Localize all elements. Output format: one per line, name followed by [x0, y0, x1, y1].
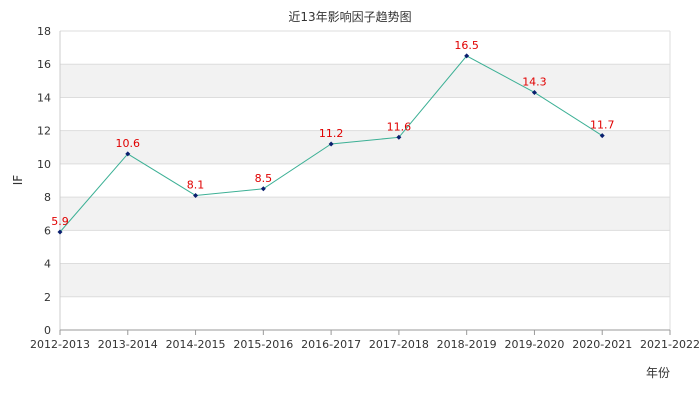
grid-band: [60, 197, 670, 231]
data-label: 11.6: [387, 120, 412, 133]
y-tick-label: 16: [37, 58, 51, 71]
axes: [59, 31, 671, 335]
x-tick-label: 2017-2018: [369, 338, 429, 351]
y-tick-label: 0: [44, 324, 51, 337]
data-point: [396, 134, 402, 140]
grid-band: [60, 130, 670, 164]
data-point: [464, 53, 470, 59]
x-tick-label: 2018-2019: [437, 338, 497, 351]
x-tick-label: 2014-2015: [166, 338, 226, 351]
data-label: 8.5: [255, 172, 273, 185]
y-tick-labels: 0 2 4 6 8 10 12 14 16 18: [37, 25, 51, 337]
y-tick-label: 4: [44, 258, 51, 271]
data-label: 16.5: [454, 39, 479, 52]
grid-band: [60, 64, 670, 98]
data-label: 11.7: [590, 119, 615, 132]
chart-title: 近13年影响因子趋势图: [288, 9, 411, 24]
x-axis-label: 年份: [646, 366, 670, 380]
grid-band: [60, 230, 670, 264]
data-label: 5.9: [51, 215, 69, 228]
data-point: [125, 151, 131, 157]
grid-band: [60, 163, 670, 198]
data-labels-group: 5.9 10.6 8.1 8.5 11.2 11.6 16.5 14.3 11.7: [51, 39, 614, 228]
x-tick-label: 2020-2021: [572, 338, 632, 351]
data-label: 14.3: [522, 75, 547, 88]
x-tick-label: 2013-2014: [98, 338, 158, 351]
data-point: [260, 186, 266, 192]
data-label: 8.1: [187, 178, 205, 191]
x-tick-label: 2012-2013: [30, 338, 90, 351]
x-tick-label: 2021-2022: [640, 338, 700, 351]
x-tick-label: 2016-2017: [301, 338, 361, 351]
data-point: [599, 133, 605, 139]
x-tick-label: 2019-2020: [504, 338, 564, 351]
grid-bands: [60, 31, 670, 330]
data-label: 11.2: [319, 127, 344, 140]
data-point: [57, 229, 63, 235]
data-point: [328, 141, 334, 147]
grid-band: [60, 263, 670, 297]
y-tick-label: 8: [44, 191, 51, 204]
y-tick-label: 10: [37, 158, 51, 171]
y-tick-label: 12: [37, 125, 51, 138]
y-tick-label: 14: [37, 91, 51, 104]
x-tick-label: 2015-2016: [233, 338, 293, 351]
data-point: [193, 192, 199, 198]
y-tick-label: 18: [37, 25, 51, 38]
grid-band: [60, 296, 670, 330]
data-label: 10.6: [116, 137, 141, 150]
x-tick-labels: 2012-2013 2013-2014 2014-2015 2015-2016 2016…: [30, 338, 700, 351]
grid-band: [60, 31, 670, 65]
grid-lines: [60, 30, 670, 331]
y-axis-label: IF: [11, 175, 25, 186]
y-tick-label: 6: [44, 224, 51, 237]
y-tick-label: 2: [44, 291, 51, 304]
series-group: [57, 53, 605, 235]
grid-band: [60, 97, 670, 131]
data-point: [531, 89, 537, 95]
